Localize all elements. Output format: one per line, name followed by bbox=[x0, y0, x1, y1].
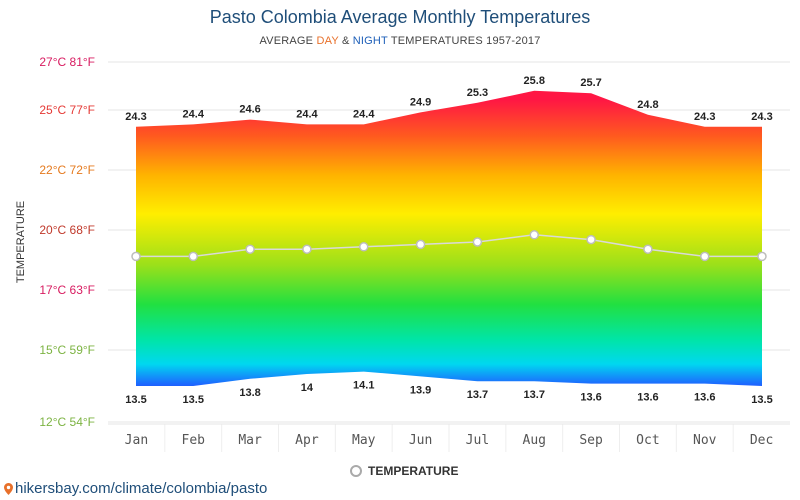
source-link[interactable]: hikersbay.com/climate/colombia/pasto bbox=[4, 480, 267, 497]
day-value-label: 24.8 bbox=[637, 99, 658, 111]
chart-subtitle: AVERAGE DAY & NIGHT TEMPERATURES 1957-20… bbox=[0, 35, 800, 47]
source-text: hikersbay.com/climate/colombia/pasto bbox=[15, 480, 268, 497]
day-night-band bbox=[136, 90, 762, 387]
night-value-label: 13.9 bbox=[410, 384, 431, 396]
temperature-chart: 27°C 81°F 25°C 77°F 22°C 72°F 20°C 68°F 17°C… bbox=[15, 55, 790, 452]
mean-temperature-point[interactable] bbox=[188, 251, 198, 262]
y-tick-label: 15°C 59°F bbox=[39, 343, 95, 357]
subtitle-prefix: AVERAGE bbox=[259, 35, 317, 47]
night-value-label: 13.6 bbox=[694, 392, 715, 404]
y-tick-label: 25°C 77°F bbox=[39, 103, 95, 117]
mean-temperature-point[interactable] bbox=[415, 239, 426, 250]
day-value-label: 24.4 bbox=[353, 108, 375, 120]
mean-temperature-point[interactable] bbox=[131, 251, 141, 262]
night-value-label: 13.5 bbox=[125, 394, 146, 406]
y-tick-label: 27°C 81°F bbox=[39, 55, 95, 69]
y-tick-label: 20°C 68°F bbox=[39, 223, 95, 237]
x-tick-label: Mar bbox=[238, 433, 262, 448]
mean-temperature-point[interactable] bbox=[643, 244, 653, 254]
y-tick-label: 12°C 54°F bbox=[39, 415, 95, 429]
night-value-label: 13.6 bbox=[580, 392, 601, 404]
day-value-label: 24.4 bbox=[183, 108, 205, 120]
y-tick-label: 17°C 63°F bbox=[39, 283, 95, 297]
x-tick-label: Jun bbox=[409, 433, 432, 448]
day-value-label: 25.3 bbox=[467, 87, 488, 99]
mean-temperature-point[interactable] bbox=[359, 242, 369, 252]
day-value-label: 24.3 bbox=[125, 111, 146, 123]
x-tick-label: Jan bbox=[125, 433, 148, 448]
x-tick-label: Oct bbox=[636, 433, 659, 448]
night-value-label: 13.5 bbox=[751, 394, 772, 406]
x-tick-label: Aug bbox=[523, 433, 546, 448]
subtitle-day: DAY bbox=[316, 35, 339, 47]
mean-temperature-point[interactable] bbox=[700, 251, 710, 262]
day-night-area bbox=[136, 90, 762, 387]
legend-label: TEMPERATURE bbox=[368, 464, 459, 478]
night-value-label: 13.8 bbox=[239, 387, 260, 399]
night-value-label: 13.6 bbox=[637, 392, 658, 404]
subtitle-suffix: TEMPERATURES 1957-2017 bbox=[387, 35, 541, 47]
night-value-label: 14 bbox=[301, 382, 314, 394]
x-tick-label: May bbox=[352, 433, 376, 448]
y-axis-ticks: 27°C 81°F 25°C 77°F 22°C 72°F 20°C 68°F 17°C… bbox=[39, 55, 95, 429]
day-value-label: 25.7 bbox=[580, 77, 601, 89]
mean-temperature-point[interactable] bbox=[757, 251, 767, 262]
day-value-label: 24.6 bbox=[239, 104, 260, 116]
y-axis-label: TEMPERATURE bbox=[15, 201, 27, 283]
night-value-label: 13.7 bbox=[524, 389, 545, 401]
x-tick-label: Jul bbox=[466, 433, 489, 448]
x-tick-label: Apr bbox=[295, 433, 319, 448]
x-tick-label: Nov bbox=[693, 433, 717, 448]
day-value-label: 24.9 bbox=[410, 96, 431, 108]
mean-temperature-point[interactable] bbox=[529, 230, 539, 240]
x-tick-label: Feb bbox=[182, 433, 206, 448]
night-value-label: 13.7 bbox=[467, 389, 488, 401]
mean-temperature-point[interactable] bbox=[472, 237, 483, 247]
chart-title: Pasto Colombia Average Monthly Temperatu… bbox=[209, 7, 591, 27]
day-value-label: 24.3 bbox=[751, 111, 772, 123]
legend-marker-icon bbox=[350, 465, 362, 477]
map-pin-icon bbox=[4, 482, 13, 495]
data-labels: 24.3 24.4 24.6 24.4 24.4 24.9 25.3 25.8 25.7 24.8… bbox=[125, 75, 772, 406]
day-value-label: 24.3 bbox=[694, 111, 715, 123]
y-tick-label: 22°C 72°F bbox=[39, 163, 95, 177]
night-value-label: 14.1 bbox=[353, 380, 374, 392]
mean-temperature-point[interactable] bbox=[302, 244, 312, 254]
mean-temperature-series bbox=[131, 230, 767, 262]
subtitle-night: NIGHT bbox=[352, 35, 388, 47]
night-value-label: 13.5 bbox=[183, 394, 204, 406]
subtitle-amp: & bbox=[338, 35, 353, 47]
day-value-label: 25.8 bbox=[524, 75, 545, 87]
mean-temperature-point[interactable] bbox=[245, 244, 255, 254]
x-tick-label: Dec bbox=[750, 433, 773, 448]
mean-temperature-point[interactable] bbox=[586, 234, 596, 245]
x-axis-ticks: Jan Feb Mar Apr May Jun Jul Aug Sep Oct Nov Dec bbox=[108, 423, 790, 452]
x-tick-label: Sep bbox=[579, 433, 603, 448]
day-value-label: 24.4 bbox=[296, 108, 318, 120]
chart-legend[interactable]: TEMPERATURE bbox=[350, 464, 458, 478]
mean-temperature-line bbox=[136, 234, 762, 258]
